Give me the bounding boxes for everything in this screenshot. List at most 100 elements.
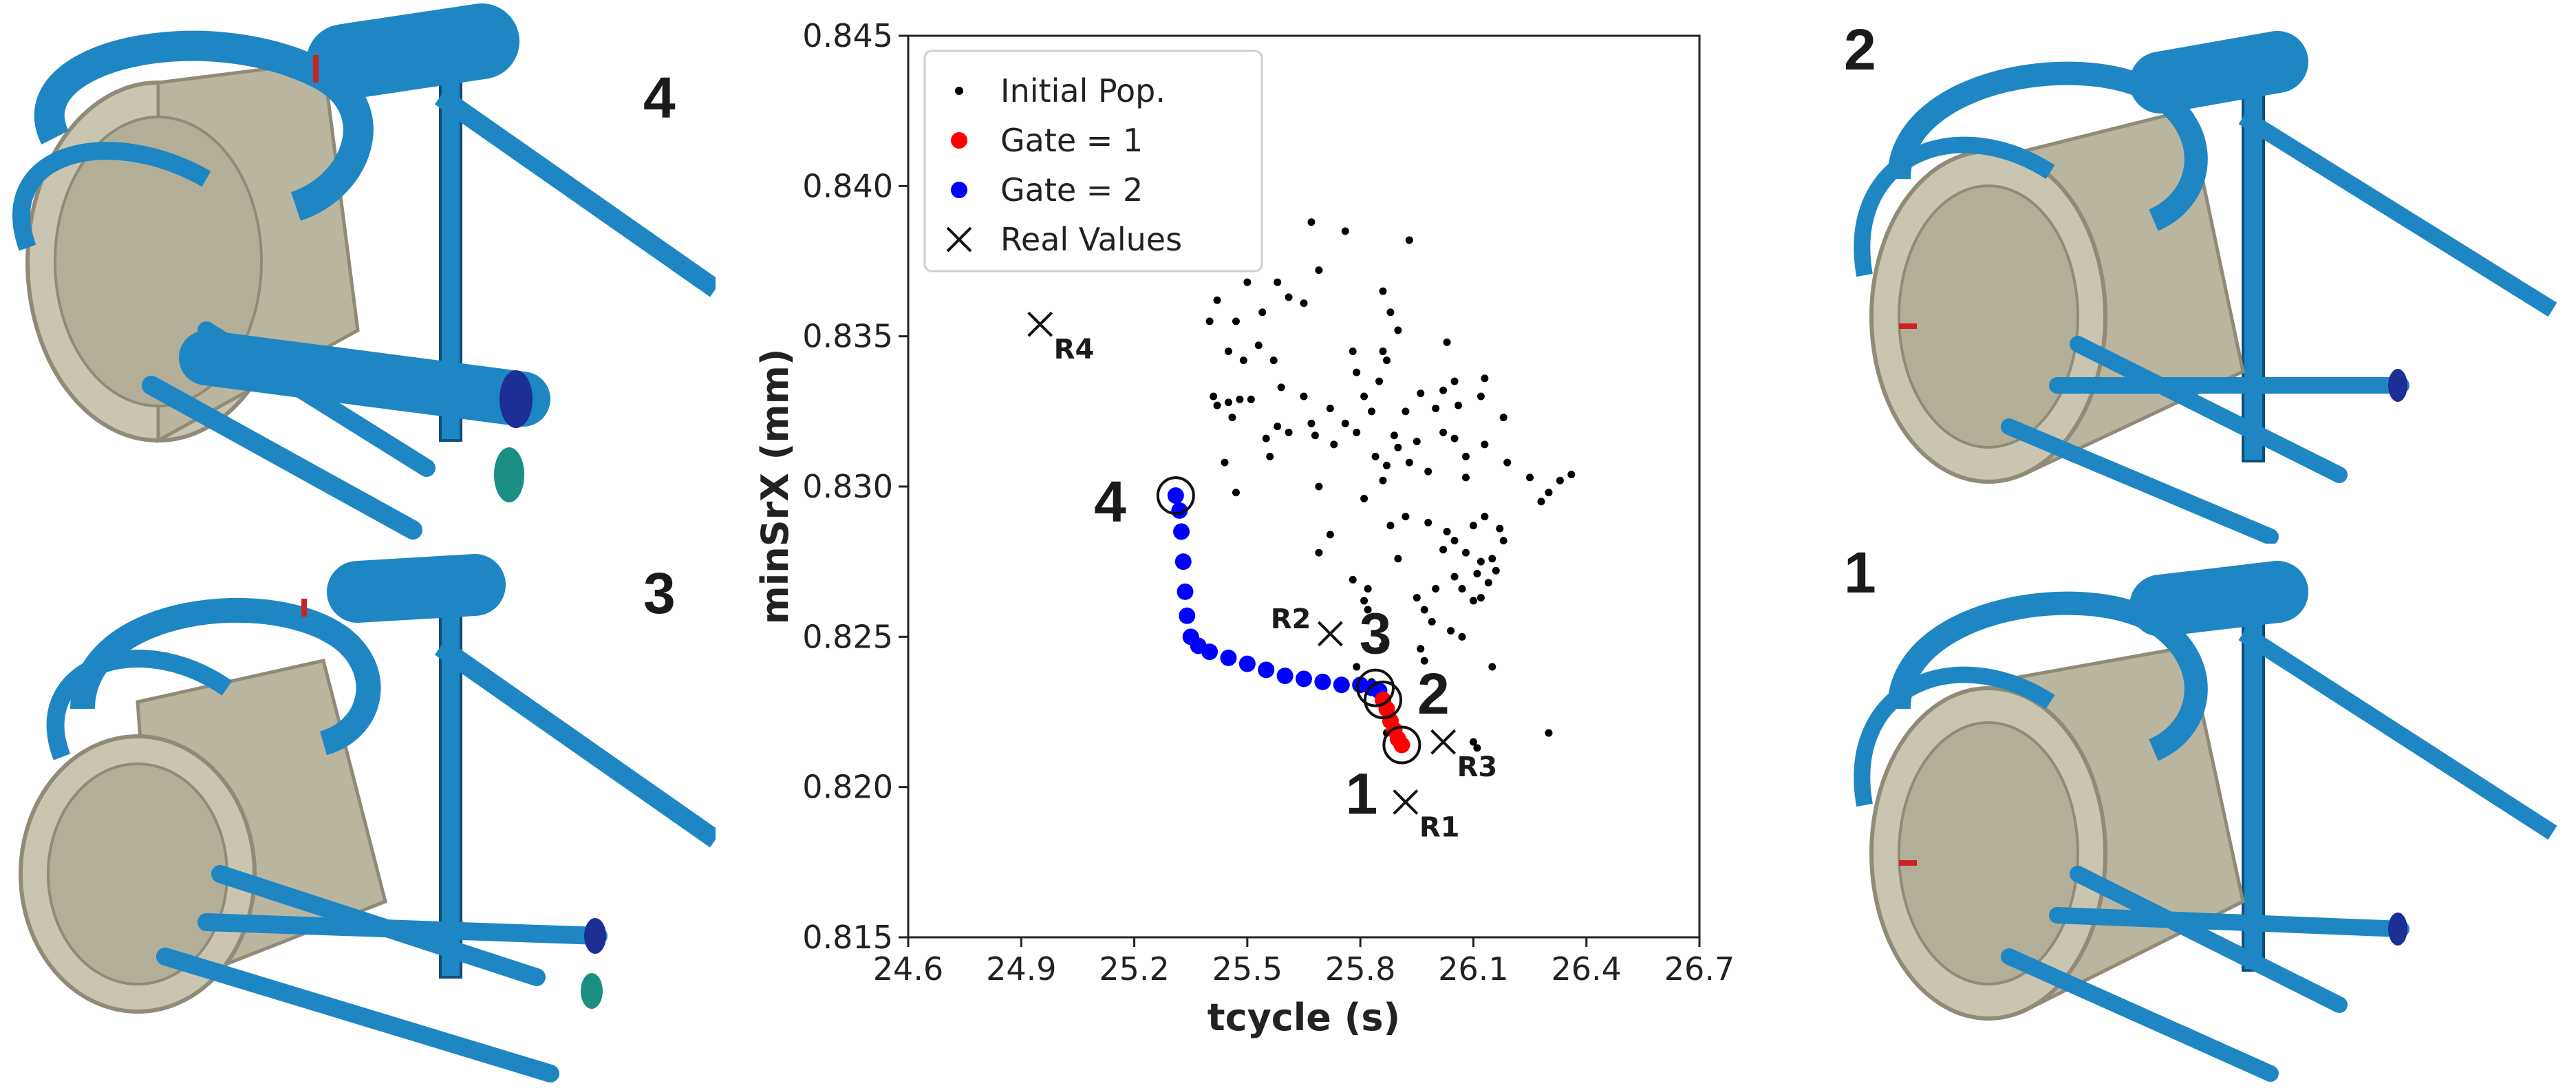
gate2-point — [1220, 649, 1237, 666]
highlight-number-label: 4 — [1094, 469, 1126, 534]
legend-label: Gate = 2 — [1000, 171, 1143, 209]
initial-pop-point — [1232, 317, 1240, 326]
x-axis-ticks: 24.6 24.9 25.2 25.5 25.8 26.1 26.4 26.7 — [873, 937, 1735, 988]
mold-model-panel-3: 3 — [0, 551, 716, 1088]
initial-pop-point — [1455, 401, 1463, 409]
mold-model-panel-4: 4 — [0, 0, 716, 551]
highlight-circle — [1364, 681, 1402, 720]
mold-model-panel-2: 2 — [1830, 0, 2576, 544]
initial-pop-point — [1432, 404, 1440, 412]
x-tick-label: 26.1 — [1438, 950, 1508, 988]
initial-pop-point — [1247, 395, 1255, 403]
initial-pop-point — [1556, 476, 1564, 484]
gate2-point — [1238, 655, 1256, 672]
initial-pop-point — [1330, 440, 1338, 449]
initial-pop-point — [1477, 392, 1485, 401]
initial-pop-point — [1484, 579, 1492, 587]
real-value-x-stroke — [1027, 311, 1053, 337]
initial-pop-point — [1254, 341, 1263, 350]
initial-pop-point — [1315, 548, 1323, 557]
initial-pop-point — [1364, 584, 1372, 593]
legend-box — [923, 50, 1263, 273]
mold-model-3-image — [19, 554, 716, 1082]
initial-pop-point — [1461, 452, 1470, 460]
initial-pop-point — [1394, 326, 1402, 334]
highlight-number-label: 2 — [1417, 661, 1450, 726]
initial-pop-point — [1481, 374, 1489, 383]
real-value-label: R1 — [1419, 812, 1460, 844]
x-axis-label: tcycle (s) — [1208, 996, 1400, 1039]
initial-pop-point — [1258, 308, 1267, 317]
initial-pop-point — [1461, 548, 1470, 557]
initial-pop-point — [1371, 452, 1380, 460]
initial-pop-point — [1266, 452, 1274, 460]
initial-pop-point — [1537, 498, 1545, 506]
initial-pop-point — [1405, 236, 1413, 244]
gate2-point — [1258, 661, 1275, 679]
initial-pop-point — [1450, 573, 1459, 581]
gate2-point — [1276, 668, 1294, 685]
y-tick-label: 0.830 — [802, 468, 893, 505]
x-tick-label: 26.4 — [1552, 950, 1622, 988]
gate1-point — [1393, 736, 1410, 754]
initial-pop-point — [1307, 218, 1316, 226]
initial-pop-point — [1269, 356, 1278, 365]
initial-pop-point — [1458, 584, 1466, 593]
legend-label: Initial Pop. — [1000, 72, 1166, 109]
legend-marker-pop — [955, 87, 963, 95]
gate2-point — [1173, 523, 1190, 540]
initial-pop-point — [1461, 473, 1470, 482]
initial-pop-point — [1469, 738, 1477, 746]
initial-pop-point — [1492, 566, 1500, 575]
initial-pop-point — [1307, 419, 1316, 427]
real-value-marker — [1430, 729, 1457, 755]
initial-pop-point — [1277, 383, 1285, 392]
y-tick-label: 0.845 — [802, 17, 893, 54]
y-tick-label: 0.835 — [802, 318, 893, 355]
initial-pop-point — [1488, 555, 1496, 563]
initial-pop-point — [1443, 528, 1451, 535]
mold-model-4-image — [12, 3, 716, 540]
initial-pop-point — [1382, 356, 1391, 365]
initial-pop-point — [1413, 594, 1421, 602]
initial-pop-point — [1420, 657, 1428, 665]
initial-pop-point — [1285, 428, 1293, 436]
initial-pop-point — [1545, 729, 1553, 737]
initial-pop-point — [1360, 392, 1368, 401]
chart-marks — [1027, 218, 1576, 815]
gate2-point — [1179, 607, 1196, 624]
x-tick-label: 24.9 — [986, 950, 1056, 988]
initial-pop-point — [1274, 423, 1282, 431]
panel-label-4: 4 — [643, 65, 676, 130]
initial-pop-point — [1432, 584, 1440, 593]
y-tick-label: 0.825 — [802, 618, 893, 655]
initial-pop-point — [1205, 317, 1214, 326]
initial-pop-point — [1353, 428, 1361, 436]
initial-pop-point — [1443, 338, 1451, 346]
initial-pop-point — [1221, 458, 1229, 467]
panel-label-2: 2 — [1844, 17, 1876, 82]
initial-pop-point — [1239, 356, 1247, 365]
x-tick-label: 26.7 — [1664, 950, 1735, 988]
initial-pop-point — [1300, 299, 1308, 308]
initial-pop-point — [1379, 476, 1387, 484]
initial-pop-point — [1379, 348, 1387, 355]
initial-pop-point — [1379, 287, 1387, 295]
initial-pop-point — [1224, 348, 1232, 355]
initial-pop-point — [1417, 645, 1425, 653]
legend-marker-real-stroke — [946, 226, 972, 253]
y-axis-ticks: 0.815 0.820 0.825 0.830 0.835 0.840 0.845 — [802, 17, 908, 956]
initial-pop-point — [1420, 606, 1428, 614]
gate2-point — [1167, 487, 1184, 504]
initial-pop-point — [1210, 392, 1218, 401]
initial-pop-point — [1439, 428, 1448, 436]
real-value-x-stroke — [1317, 621, 1343, 647]
initial-pop-point — [1402, 513, 1410, 521]
initial-pop-point — [1450, 434, 1459, 442]
y-tick-label: 0.815 — [802, 919, 893, 956]
initial-pop-point — [1243, 278, 1252, 286]
initial-pop-point — [1382, 461, 1391, 469]
real-value-label: R3 — [1457, 751, 1498, 783]
initial-pop-point — [1232, 489, 1240, 497]
real-value-x-stroke — [1393, 789, 1419, 815]
